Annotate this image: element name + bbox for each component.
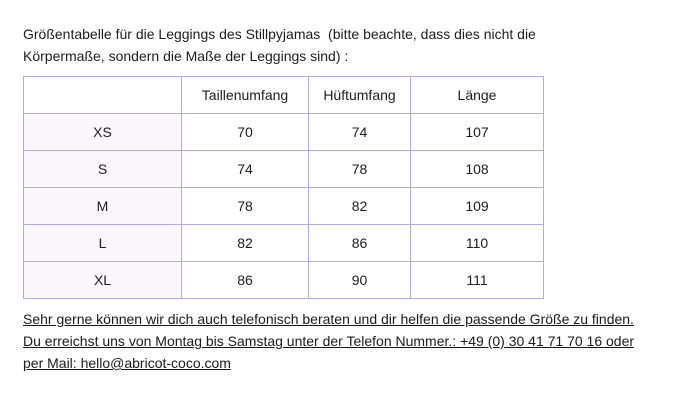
column-header-hip: Hüftumfang [308,76,411,114]
length-cell: 110 [410,224,544,262]
intro-line-2: Körpermaße, sondern die Maße der Legging… [23,48,349,64]
contact-phone-line[interactable]: Du erreichst uns von Montag bis Samstag … [23,333,635,349]
table-row: XS 70 74 107 [23,113,544,151]
size-table: Taillenumfang Hüftumfang Länge XS 70 74 … [23,76,544,299]
waist-cell: 70 [181,113,309,151]
hip-cell: 90 [308,261,411,299]
length-cell: 111 [410,261,544,299]
contact-note: Sehr gerne können wir dich auch telefoni… [23,308,677,374]
column-header-size [23,76,182,114]
table-row: XL 86 90 111 [23,261,544,299]
length-cell: 109 [410,187,544,225]
length-cell: 107 [410,113,544,151]
column-header-waist: Taillenumfang [181,76,309,114]
table-header-row: Taillenumfang Hüftumfang Länge [23,76,544,114]
hip-cell: 82 [308,187,411,225]
waist-cell: 86 [181,261,309,299]
size-cell: XL [23,261,182,299]
hip-cell: 78 [308,150,411,188]
size-cell: M [23,187,182,225]
length-cell: 108 [410,150,544,188]
contact-line-1[interactable]: Sehr gerne können wir dich auch telefoni… [23,311,634,327]
contact-email-line[interactable]: per Mail: hello@abricot-coco.com [23,355,231,371]
column-header-length: Länge [410,76,544,114]
size-cell: S [23,150,182,188]
table-row: M 78 82 109 [23,187,544,225]
table-row: S 74 78 108 [23,150,544,188]
size-cell: XS [23,113,182,151]
waist-cell: 82 [181,224,309,262]
hip-cell: 74 [308,113,411,151]
size-cell: L [23,224,182,262]
waist-cell: 74 [181,150,309,188]
intro-text: Größentabelle für die Leggings des Still… [23,23,677,67]
intro-line-1: Größentabelle für die Leggings des Still… [23,26,536,42]
hip-cell: 86 [308,224,411,262]
table-row: L 82 86 110 [23,224,544,262]
waist-cell: 78 [181,187,309,225]
